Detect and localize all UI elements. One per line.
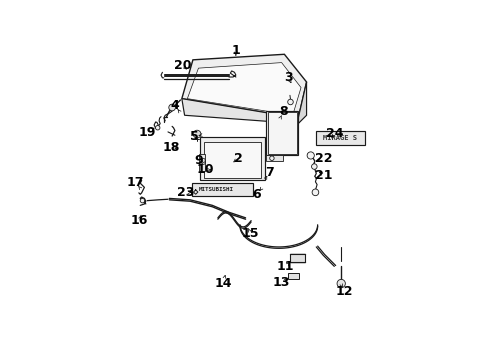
Text: 4: 4	[171, 99, 179, 112]
Text: 22: 22	[315, 152, 333, 165]
Text: 12: 12	[335, 285, 353, 298]
Bar	[316, 131, 365, 145]
Text: 9: 9	[194, 154, 203, 167]
Text: 6: 6	[252, 188, 261, 201]
Text: 7: 7	[265, 166, 273, 179]
Text: 24: 24	[325, 127, 343, 140]
Text: 3: 3	[284, 71, 293, 84]
Text: MITSUBISHI: MITSUBISHI	[199, 187, 234, 192]
Circle shape	[155, 126, 160, 130]
Circle shape	[193, 130, 201, 138]
Text: 14: 14	[214, 277, 232, 290]
Bar	[288, 273, 299, 279]
Text: 15: 15	[242, 226, 259, 240]
Text: 13: 13	[273, 276, 290, 289]
Text: 20: 20	[174, 59, 192, 72]
Text: 19: 19	[139, 126, 156, 139]
Bar	[200, 138, 265, 180]
Polygon shape	[187, 63, 301, 115]
Polygon shape	[182, 54, 307, 118]
Circle shape	[307, 152, 314, 159]
Circle shape	[337, 279, 345, 288]
Bar	[192, 184, 252, 196]
Text: 1: 1	[231, 44, 240, 57]
Circle shape	[312, 189, 319, 196]
Circle shape	[169, 104, 175, 111]
Text: 18: 18	[163, 141, 180, 154]
Bar	[267, 156, 283, 161]
Circle shape	[140, 198, 145, 203]
Text: 9: 9	[200, 158, 205, 167]
Circle shape	[288, 99, 293, 105]
Text: 16: 16	[131, 213, 148, 226]
Bar	[268, 112, 297, 154]
Text: 2: 2	[234, 152, 243, 165]
Text: MIRAGE S: MIRAGE S	[323, 135, 357, 141]
Polygon shape	[298, 82, 307, 123]
Bar	[199, 154, 205, 171]
Circle shape	[312, 164, 317, 169]
Circle shape	[270, 156, 274, 161]
Bar	[290, 255, 305, 262]
Polygon shape	[182, 99, 298, 123]
Text: 17: 17	[126, 176, 144, 189]
Text: 11: 11	[277, 260, 294, 273]
Bar	[204, 141, 261, 177]
Text: 23: 23	[177, 186, 194, 199]
Text: 10: 10	[196, 163, 214, 176]
Text: 5: 5	[190, 130, 198, 143]
Text: 21: 21	[315, 169, 333, 182]
Text: 8: 8	[279, 105, 288, 118]
Bar	[267, 111, 298, 156]
